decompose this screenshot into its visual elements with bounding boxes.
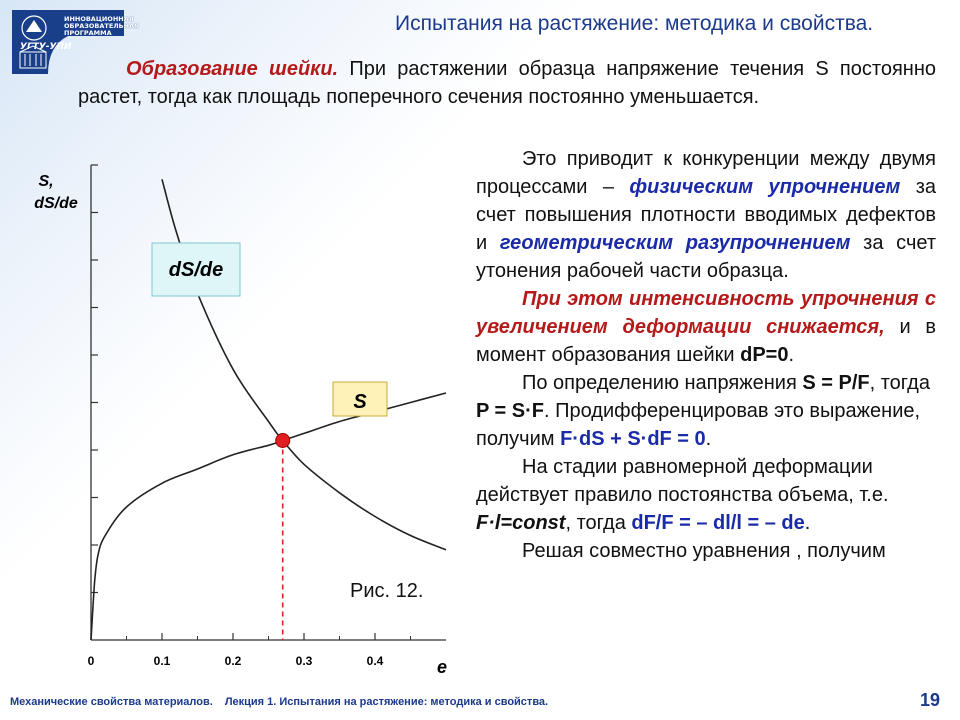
x-tick-label: 0.4: [367, 654, 384, 668]
paragraph-stress-definition: По определению напряжения S = P/F, тогда…: [476, 372, 930, 450]
chart-marks: [275, 433, 291, 640]
dsde-curve-label-box: [151, 242, 241, 297]
intro-text: При растяжении образца напряжение течени…: [78, 58, 936, 108]
x-tick-label: 0.1: [154, 654, 171, 668]
s-curve-label-box: [332, 381, 388, 417]
chart-ticks: 0 0.1 0.2 0.3 0.4: [88, 164, 411, 668]
term-physical-hardening: физическим упрочнением: [629, 176, 901, 198]
slide-title: Испытания на растяжение: методика и свой…: [395, 12, 874, 35]
intersection-point-marker: [275, 433, 291, 448]
logo-university-name: УГТУ-УПИ: [20, 42, 72, 52]
x-axis-label: e: [437, 657, 447, 677]
footer: Механические свойства материалов. Лекция …: [10, 696, 548, 708]
s-curve-label: S: [353, 391, 367, 413]
term-geometric-softening: геометрическим разупрочнением: [499, 232, 851, 254]
figure-caption: Рис. 12.: [350, 580, 424, 602]
dsde-curve-label: dS/de: [169, 259, 223, 281]
intro-paragraph: Образование шейки. При растяжении образц…: [78, 55, 936, 111]
footer-lecture: Лекция 1. Испытания на растяжение: метод…: [224, 696, 549, 708]
y-axis-label-line2: dS/de: [34, 195, 78, 212]
intro-lead: Образование шейки.: [126, 58, 339, 80]
paragraph-necking-condition: При этом интенсивность упрочнения с увел…: [476, 288, 936, 366]
page-number: 19: [920, 690, 941, 710]
chart-curves: [90, 179, 447, 641]
dsde-curve: [161, 179, 447, 551]
logo-emblem-icon: [12, 10, 124, 74]
x-tick-label: 0: [88, 654, 95, 668]
y-axis-label-line1: S,: [38, 173, 53, 190]
paragraph-solving: Решая совместно уравнения , получим: [522, 540, 886, 562]
explanation-column: Это приводит к конкуренции между двумя п…: [476, 145, 936, 565]
paragraph-competition: Это приводит к конкуренции между двумя п…: [476, 148, 936, 282]
x-tick-label: 0.3: [296, 654, 313, 668]
x-tick-label: 0.2: [225, 654, 242, 668]
chart-axes: [90, 165, 446, 641]
university-logo: ИННОВАЦИОННАЯ ОБРАЗОВАТЕЛЬНАЯ ПРОГРАММА …: [8, 6, 139, 78]
necking-chart: 0 0.1 0.2 0.3 0.4 S, dS/de e dS/de S: [34, 164, 447, 677]
paragraph-volume-constancy: На стадии равномерной деформации действу…: [476, 456, 889, 534]
footer-course: Механические свойства материалов.: [10, 696, 213, 708]
logo-program-text: ИННОВАЦИОННАЯ ОБРАЗОВАТЕЛЬНАЯ ПРОГРАММА: [64, 15, 140, 37]
